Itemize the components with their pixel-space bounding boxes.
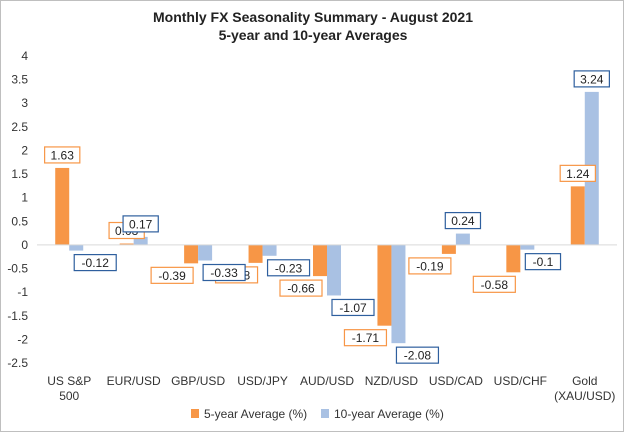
x-tick-label-0-line2: 500 (59, 389, 79, 403)
y-tick-label-10: -1 (17, 285, 28, 299)
bar-s1-1 (133, 236, 148, 245)
legend-swatch-0 (191, 409, 199, 418)
bar-s0-7 (506, 244, 521, 273)
data-label-box-s0-5 (343, 329, 388, 347)
chart-subtitle: 5-year and 10-year Averages (218, 27, 408, 43)
bar-s1-0 (69, 244, 84, 251)
y-tick-label-4: 2 (21, 143, 28, 157)
y-tick-label-11: -1.5 (7, 309, 28, 323)
y-tick-label-12: -2 (17, 332, 28, 346)
x-tick-label-0: US S&P (47, 374, 91, 388)
bar-s0-4 (313, 244, 327, 277)
bar-s1-3 (262, 244, 277, 256)
legend-label-1: 10-year Average (%) (334, 407, 444, 421)
data-label-s0-2: -0.39 (158, 269, 186, 283)
data-label-box-s1-3 (266, 259, 311, 277)
x-tick-label-2: GBP/USD (171, 374, 225, 388)
data-label-s0-0: 1.63 (51, 148, 75, 162)
bar-s1-5 (391, 244, 406, 344)
data-label-s0-8: 1.24 (566, 167, 590, 181)
legend-label-0: 5-year Average (%) (204, 407, 307, 421)
x-tick-label-4: AUD/USD (300, 374, 354, 388)
y-tick-label-8: 0 (21, 238, 28, 252)
legend-swatch-1 (321, 409, 329, 418)
data-label-box-s1-0 (73, 253, 117, 272)
data-label-s1-0: -0.12 (82, 256, 110, 270)
bar-s1-6 (455, 233, 470, 245)
y-tick-label-9: -0.5 (7, 262, 28, 276)
data-label-box-s1-7 (524, 253, 562, 271)
bar-s0-8 (570, 186, 585, 245)
data-label-box-s1-6 (444, 211, 482, 230)
data-label-s1-8: 3.24 (580, 72, 604, 86)
y-tick-label-3: 2.5 (11, 120, 28, 134)
data-label-s0-7: -0.58 (481, 278, 509, 292)
data-label-s0-6: -0.19 (416, 259, 444, 273)
y-tick-label-1: 3.5 (11, 73, 28, 87)
data-label-box-s0-0 (44, 146, 81, 164)
data-label-s1-2: -0.33 (210, 266, 238, 280)
y-tick-label-6: 1 (21, 191, 28, 205)
data-label-s1-1: 0.17 (129, 217, 153, 231)
data-label-s0-5: -1.71 (352, 331, 380, 345)
bar-s0-3 (248, 244, 263, 263)
data-label-box-s1-1 (122, 215, 159, 233)
data-label-box-s0-2 (150, 266, 194, 284)
data-label-s1-5: -2.08 (404, 349, 432, 363)
data-label-s1-7: -0.1 (533, 255, 554, 269)
y-tick-label-13: -2.5 (7, 356, 28, 370)
bar-s1-7 (520, 244, 535, 250)
x-tick-label-1: EUR/USD (107, 374, 161, 388)
data-label-box-s0-7 (472, 275, 516, 293)
data-label-s1-6: 0.24 (451, 214, 475, 228)
bar-s0-6 (441, 244, 456, 254)
data-label-box-s1-8 (573, 70, 610, 88)
bar-s1-2 (198, 244, 213, 261)
x-tick-label-3: USD/JPY (237, 374, 288, 388)
y-tick-label-7: 0.5 (11, 214, 28, 228)
data-label-box-s1-2 (202, 263, 246, 282)
chart-title: Monthly FX Seasonality Summary - August … (152, 9, 473, 25)
bar-s0-5 (377, 244, 392, 326)
bar-s0-2 (184, 244, 199, 264)
x-tick-label-8-line2: (XAU/USD) (554, 389, 615, 403)
data-label-box-s0-4 (279, 279, 323, 297)
x-tick-label-8: Gold (572, 374, 597, 388)
data-label-box-s0-8 (559, 164, 596, 182)
x-tick-label-7: USD/CHF (494, 374, 547, 388)
data-label-box-s1-4 (331, 298, 375, 317)
bar-s1-4 (327, 244, 341, 296)
bar-s0-1 (119, 243, 134, 245)
data-label-box-s1-5 (395, 346, 440, 364)
data-label-s1-3: -0.23 (275, 261, 303, 275)
x-tick-label-5: NZD/USD (365, 374, 419, 388)
bar-s0-0 (55, 167, 70, 245)
y-tick-label-0: 4 (21, 49, 28, 63)
x-tick-label-6: USD/CAD (429, 374, 483, 388)
y-tick-label-2: 3 (21, 96, 28, 110)
data-label-s1-4: -1.07 (339, 301, 367, 315)
data-label-s0-4: -0.66 (287, 282, 315, 296)
y-tick-label-5: 1.5 (11, 167, 28, 181)
data-label-box-s0-6 (408, 257, 452, 275)
